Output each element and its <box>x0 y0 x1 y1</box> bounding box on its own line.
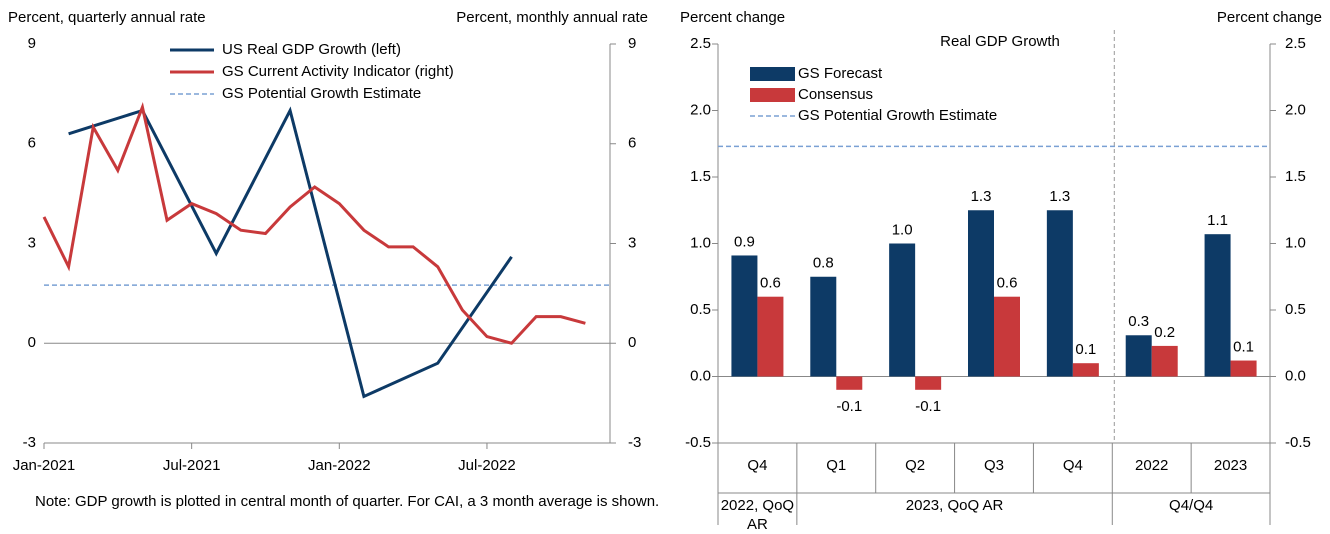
y2-axis-label: Percent change <box>1217 9 1322 26</box>
bar <box>889 243 916 377</box>
legend-label: US Real GDP Growth (left) <box>222 41 401 58</box>
bar <box>810 276 837 377</box>
y-axis-label: Percent change <box>680 9 785 26</box>
y2-tick-label: 0 <box>628 334 636 351</box>
value-label: 0.6 <box>997 275 1018 292</box>
x-tick-label: Q3 <box>984 457 1004 474</box>
bar <box>1204 234 1231 377</box>
bar <box>915 376 942 390</box>
chart-title: Real GDP Growth <box>940 33 1060 50</box>
x-tick-label: Q4 <box>747 457 767 474</box>
bar <box>1125 335 1152 377</box>
y-tick-label: 0.0 <box>690 367 711 384</box>
legend-label: Consensus <box>798 86 873 103</box>
y2-tick-label: 6 <box>628 135 636 152</box>
value-label: 1.1 <box>1207 212 1228 229</box>
value-label: 1.3 <box>1049 188 1070 205</box>
y2-tick-label: 2.0 <box>1285 101 1306 118</box>
x-tick-label: 2023 <box>1214 457 1247 474</box>
value-label: 0.8 <box>813 255 834 272</box>
y-tick-label: 2.5 <box>690 35 711 52</box>
legend-label: GS Forecast <box>798 65 883 82</box>
bar <box>968 210 994 377</box>
group-label: Q4/Q4 <box>1169 497 1214 514</box>
y2-tick-label: 1.5 <box>1285 168 1306 185</box>
group-label: 2022, QoQ AR <box>720 497 795 533</box>
y2-tick-label: 0.5 <box>1285 301 1306 318</box>
y2-tick-label: 2.5 <box>1285 35 1306 52</box>
y-tick-label: 0.5 <box>690 301 711 318</box>
x-tick-label: Q1 <box>826 457 846 474</box>
legend-swatch <box>750 88 795 102</box>
value-label: 0.1 <box>1233 339 1254 356</box>
y-tick-label: 3 <box>28 234 36 251</box>
value-label: 0.2 <box>1154 324 1175 341</box>
y2-axis-label: Percent, monthly annual rate <box>456 9 648 26</box>
x-tick-label: Jan-2021 <box>13 457 76 474</box>
y2-tick-label: -0.5 <box>1285 434 1311 451</box>
value-label: 0.1 <box>1075 341 1096 358</box>
y-tick-label: 9 <box>28 35 36 52</box>
value-label: 1.3 <box>971 188 992 205</box>
series-line <box>42 101 586 345</box>
y-tick-label: 2.0 <box>690 101 711 118</box>
series-line <box>68 106 513 399</box>
group-label: 2023, QoQ AR <box>905 497 1004 514</box>
y2-tick-label: 0.0 <box>1285 367 1306 384</box>
y-tick-label: 1.0 <box>690 234 711 251</box>
y-tick-label: 0 <box>28 334 36 351</box>
y2-tick-label: -3 <box>628 434 641 451</box>
bar <box>731 255 758 377</box>
legend-label: GS Current Activity Indicator (right) <box>222 63 454 80</box>
x-tick-label: 2022 <box>1135 457 1168 474</box>
legend-label: GS Potential Growth Estimate <box>222 85 421 102</box>
x-tick-label: Q4 <box>1063 457 1083 474</box>
bar <box>757 296 784 377</box>
x-tick-label: Jul-2022 <box>458 457 516 474</box>
value-label: 1.0 <box>892 221 913 238</box>
legend-swatch <box>750 67 795 81</box>
bar <box>1151 345 1178 377</box>
x-tick-label: Jul-2021 <box>163 457 221 474</box>
y2-tick-label: 1.0 <box>1285 234 1306 251</box>
y-tick-label: -3 <box>23 434 36 451</box>
legend-label: GS Potential Growth Estimate <box>798 107 997 124</box>
note: Note: GDP growth is plotted in central m… <box>35 493 659 510</box>
value-label: 0.9 <box>734 233 755 250</box>
y2-tick-label: 3 <box>628 234 636 251</box>
y-tick-label: 6 <box>28 135 36 152</box>
y-tick-label: 1.5 <box>690 168 711 185</box>
bar <box>994 296 1020 377</box>
y2-tick-label: 9 <box>628 35 636 52</box>
y-tick-label: -0.5 <box>685 434 711 451</box>
x-tick-label: Jan-2022 <box>308 457 371 474</box>
y-axis-label: Percent, quarterly annual rate <box>8 9 206 26</box>
bar <box>836 376 863 390</box>
value-label: -0.1 <box>836 398 862 415</box>
x-tick-label: Q2 <box>905 457 925 474</box>
value-label: 0.6 <box>760 275 781 292</box>
bar <box>1046 210 1073 377</box>
value-label: 0.3 <box>1128 313 1149 330</box>
bar <box>1072 363 1099 377</box>
value-label: -0.1 <box>915 398 941 415</box>
bar <box>1230 360 1257 377</box>
